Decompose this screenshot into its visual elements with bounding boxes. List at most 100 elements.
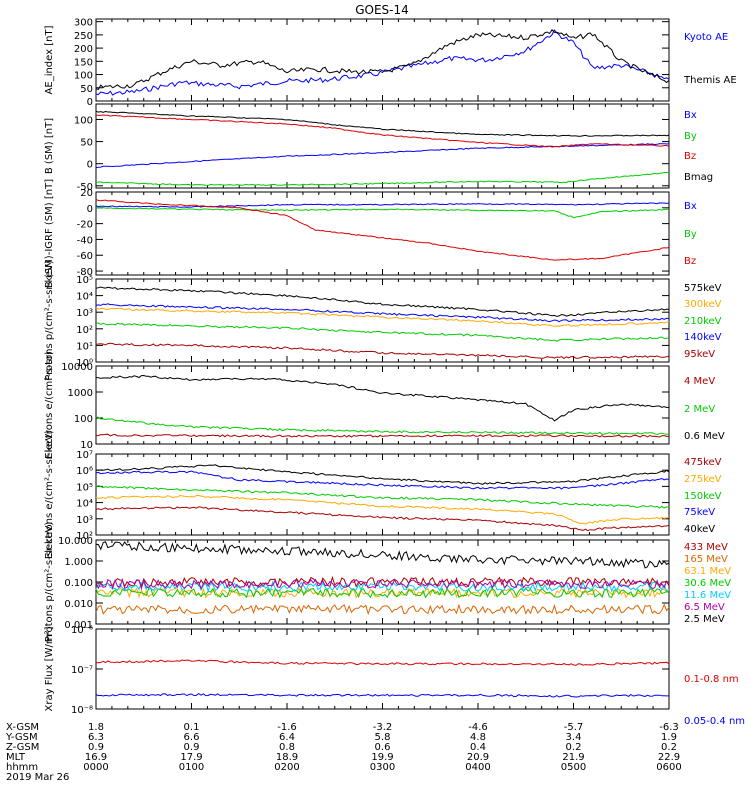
series-line-575kev (95, 286, 670, 317)
footer-value: 0.6 (375, 742, 391, 753)
footer-value: 0.9 (184, 742, 200, 753)
footer-row-label: hhmm (6, 762, 38, 773)
footer-row-label: Z-GSM (6, 742, 39, 753)
legend-entry: 11.6 MeV (684, 590, 731, 601)
y-tick-label: -60 (77, 251, 93, 262)
footer-value: 0200 (274, 762, 299, 773)
panel-frame (95, 18, 670, 102)
legend-entry: 30.6 MeV (684, 578, 731, 589)
y-tick-label: 10⁻⁸ (71, 705, 93, 716)
series-line-2-mev (95, 416, 670, 436)
series-line-bmag (95, 110, 670, 137)
footer-value: 0.4 (470, 742, 486, 753)
footer-row-label: X-GSM (6, 722, 39, 733)
y-axis-label: B (SM) [nT] (44, 118, 55, 174)
series-line-95kev (95, 342, 670, 360)
y-tick-label: 10² (76, 531, 93, 542)
footer-value: -1.6 (277, 722, 297, 733)
footer-row-label: 2019 Mar 26 (6, 772, 69, 783)
series-line-themis-ae (95, 28, 670, 90)
y-tick-label: 50 (80, 84, 93, 95)
y-tick-label: 10000 (61, 362, 93, 373)
footer-row-label: Y-GSM (5, 732, 38, 743)
y-tick-label: -80 (77, 267, 93, 278)
footer-value: 18.9 (276, 752, 298, 763)
y-tick-label: 0.001 (64, 620, 93, 631)
footer-value: 0600 (656, 762, 681, 773)
legend-entry: 63.1 MeV (684, 566, 731, 577)
y-tick-label: 10⁴ (76, 499, 93, 510)
y-tick-label: 10⁻⁶ (71, 625, 93, 636)
legend-entry: Bx (684, 201, 697, 212)
footer-value: 6.4 (279, 732, 295, 743)
y-tick-label: -20 (77, 220, 93, 231)
series-line-bz (95, 198, 670, 261)
footer-value: 0500 (561, 762, 586, 773)
y-tick-label: 100 (74, 71, 93, 82)
legend-entry: 0.6 MeV (684, 431, 725, 442)
footer-value: -3.2 (373, 722, 393, 733)
legend-entry: 140keV (684, 332, 722, 343)
y-tick-label: 250 (74, 31, 93, 42)
y-tick-label: 10³ (76, 308, 93, 319)
legend-entry: 475keV (684, 457, 722, 468)
legend-entry: 0.1-0.8 nm (684, 674, 739, 685)
y-tick-label: 0 (87, 97, 93, 108)
footer-value: 0.8 (279, 742, 295, 753)
legend-entry: 575keV (684, 283, 722, 294)
series-line-bz (95, 114, 670, 148)
y-tick-label: 10⁶ (76, 466, 93, 477)
y-tick-label: 200 (74, 44, 93, 55)
panel-frame (95, 628, 670, 710)
legend-entry: Bz (684, 256, 696, 267)
legend-entry: Kyoto AE (684, 32, 728, 43)
legend-entry: 6.5 MeV (684, 602, 725, 613)
y-tick-label: 20 (80, 188, 93, 199)
panel-frame (95, 278, 670, 363)
footer-value: -5.7 (564, 722, 584, 733)
y-tick-label: 0.100 (64, 578, 93, 589)
footer-value: 16.9 (85, 752, 107, 763)
footer-value: 5.8 (375, 732, 391, 743)
series-line-2-5-mev (95, 541, 670, 569)
footer-value: 1.9 (661, 732, 677, 743)
y-axis-label: Electrons e/(cm²-s-sr-keV) (44, 430, 55, 559)
y-tick-label: 300 (74, 18, 93, 29)
legend-entry: 2 MeV (684, 404, 715, 415)
footer-value: 0.9 (88, 742, 104, 753)
y-tick-label: 0 (87, 160, 93, 171)
y-tick-label: 10⁵ (76, 275, 93, 286)
series-line-kyoto-ae (95, 29, 670, 96)
series-line-bx (95, 202, 670, 208)
footer-row-label: MLT (6, 752, 26, 763)
series-line-210kev (95, 322, 670, 342)
footer-value: 21.9 (562, 752, 584, 763)
y-tick-label: 1.000 (64, 557, 93, 568)
series-line-by (95, 207, 670, 219)
y-tick-label: 10³ (76, 515, 93, 526)
footer-value: 6.6 (184, 732, 200, 743)
footer-value: 4.8 (470, 732, 486, 743)
series-line-140kev (95, 303, 670, 323)
legend-entry: 300keV (684, 299, 722, 310)
y-tick-label: 50 (80, 138, 93, 149)
legend-entry: 2.5 MeV (684, 614, 725, 625)
y-tick-label: 10⁴ (76, 292, 93, 303)
y-tick-label: 10² (76, 325, 93, 336)
footer-value: 0.2 (661, 742, 677, 753)
series-line-30-6-mev (95, 587, 670, 599)
series-line-bx (95, 143, 670, 169)
y-tick-label: 100 (74, 414, 93, 425)
legend-entry: 210keV (684, 316, 722, 327)
y-tick-label: 150 (74, 57, 93, 68)
legend-entry: By (684, 229, 697, 240)
footer-value: 0.2 (566, 742, 582, 753)
y-tick-label: 100 (74, 115, 93, 126)
legend-entry: By (684, 131, 697, 142)
legend-entry: Bx (684, 110, 697, 121)
y-tick-label: 0.010 (64, 599, 93, 610)
series-line-475kev (95, 506, 670, 532)
series-line-75kev (95, 470, 670, 490)
